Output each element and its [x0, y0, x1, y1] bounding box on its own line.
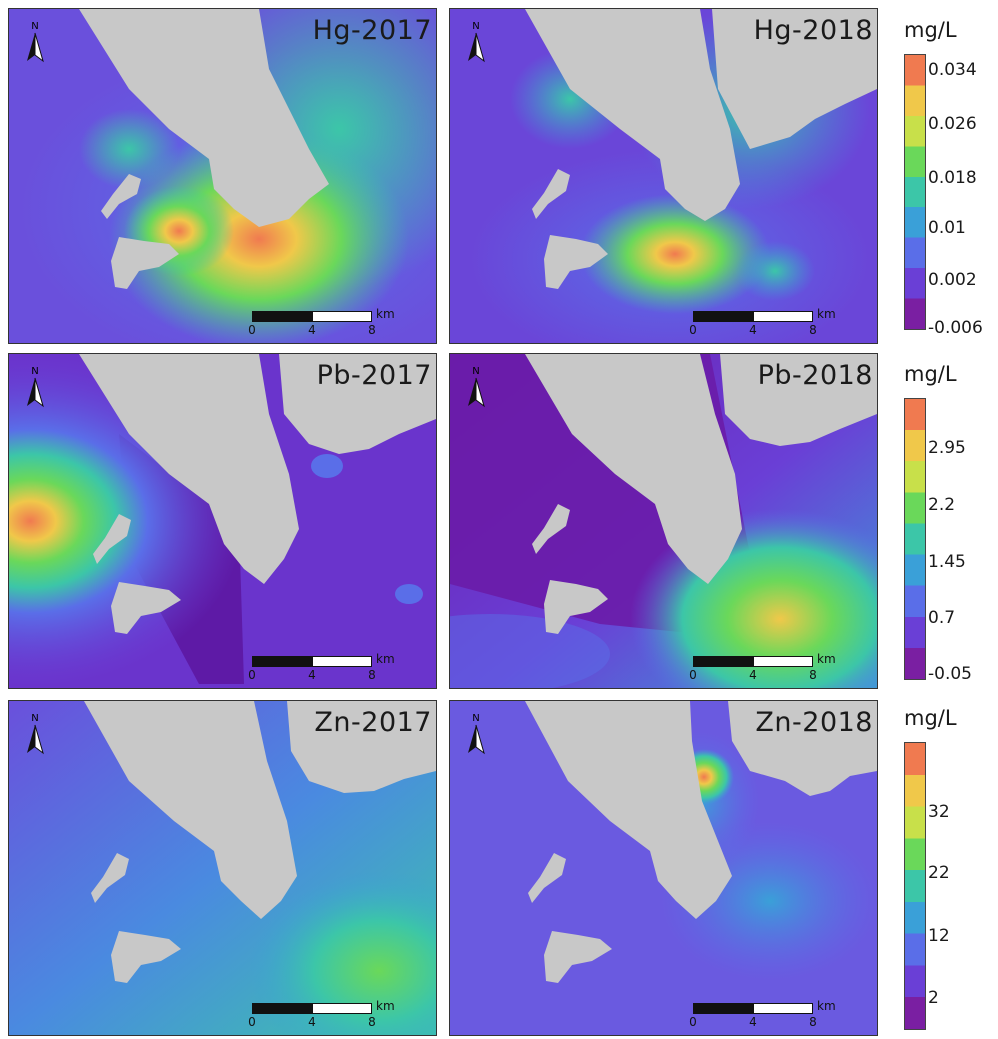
- svg-text:N: N: [472, 713, 479, 724]
- panel-title: Zn-2017: [314, 707, 432, 738]
- island: [532, 504, 570, 554]
- land-mass: [279, 354, 436, 454]
- legend-unit: mg/L: [904, 706, 957, 730]
- panel-title: Pb-2018: [757, 360, 873, 391]
- color-ramp: [904, 54, 926, 330]
- island: [544, 931, 612, 983]
- panel-title: Hg-2018: [753, 15, 873, 46]
- map-panel-zn-2018: Zn-2018 N 0 4 8 km: [449, 700, 878, 1036]
- land-mass: [525, 701, 732, 919]
- scale-bar: 0 4 8 km: [248, 307, 395, 337]
- legend-zn: mg/L 32 22 12 2: [900, 706, 998, 1031]
- legend-label: 2.2: [928, 495, 956, 515]
- legend-label: 0.002: [928, 270, 977, 290]
- legend-label: 0.034: [928, 60, 977, 80]
- panel-title: Zn-2018: [755, 707, 873, 738]
- island: [544, 235, 608, 289]
- color-ramp: [904, 398, 926, 680]
- scale-bar: 0 4 8 km: [689, 652, 836, 682]
- map-panel-hg-2017: Hg-2017 N 0 4 8 km: [8, 8, 437, 344]
- scale-bar: 0 4 8 km: [689, 307, 836, 337]
- legend-label: 32: [928, 802, 950, 822]
- island: [111, 237, 179, 289]
- scale-bar: 0 4 8 km: [248, 999, 395, 1029]
- legend-pb: mg/L 2.95 2.2 1.45 0.7 -0.05: [900, 362, 998, 684]
- north-arrow-icon: N: [468, 21, 485, 63]
- island: [544, 580, 608, 634]
- concentration-surface: [450, 354, 877, 688]
- legend-label: 0.7: [928, 608, 956, 628]
- island: [93, 514, 131, 564]
- island: [111, 931, 181, 983]
- concentration-surface: [9, 354, 436, 688]
- svg-text:N: N: [31, 713, 38, 724]
- concentration-surface: [450, 701, 877, 1035]
- land-mass: [79, 354, 299, 584]
- north-arrow-icon: N: [27, 366, 44, 408]
- svg-text:N: N: [31, 366, 38, 377]
- svg-text:N: N: [472, 366, 479, 377]
- map-panel-hg-2018: Hg-2018 N 0 4 8 km: [449, 8, 878, 344]
- legend-label: 12: [928, 926, 950, 946]
- legend-hg: mg/L 0.034 0.026 0.018 0.01 0.002 -0.006: [900, 18, 998, 338]
- land-mass: [720, 354, 877, 446]
- concentration-surface: [450, 9, 877, 343]
- legend-label: -0.05: [928, 664, 972, 684]
- scale-bar: 0 4 8 km: [248, 652, 395, 682]
- legend-label: 0.018: [928, 168, 977, 188]
- svg-text:N: N: [31, 21, 38, 32]
- land-mass: [712, 9, 877, 149]
- north-arrow-icon: N: [27, 713, 44, 755]
- panel-title: Pb-2017: [316, 360, 432, 391]
- land-mass: [525, 354, 742, 584]
- concentration-surface: [9, 701, 436, 1035]
- map-panel-pb-2018: Pb-2018 N 0 4 8 km: [449, 353, 878, 689]
- land-mass: [287, 701, 436, 793]
- legend-label: 1.45: [928, 552, 966, 572]
- land-mass: [84, 701, 297, 919]
- map-panel-zn-2017: Zn-2017 N 0 4 8 km: [8, 700, 437, 1036]
- island: [532, 169, 570, 219]
- color-ramp: [904, 742, 926, 1030]
- svg-text:N: N: [472, 21, 479, 32]
- island: [528, 853, 566, 903]
- island: [101, 174, 141, 219]
- map-panel-pb-2017: Pb-2017 N 0 4 8 km: [8, 353, 437, 689]
- north-arrow-icon: N: [468, 366, 485, 408]
- concentration-surface: [9, 9, 436, 343]
- island: [91, 853, 129, 903]
- island: [111, 582, 181, 634]
- legend-unit: mg/L: [904, 362, 957, 386]
- panel-title: Hg-2017: [312, 15, 432, 46]
- legend-label: 2: [928, 988, 939, 1008]
- land-mass: [728, 701, 877, 796]
- legend-label: 0.026: [928, 114, 977, 134]
- legend-label: 22: [928, 863, 950, 883]
- legend-label: 2.95: [928, 438, 966, 458]
- land-mass: [525, 9, 740, 221]
- north-arrow-icon: N: [27, 21, 44, 63]
- scale-bar: 0 4 8 km: [689, 999, 836, 1029]
- land-mass: [79, 9, 329, 227]
- legend-label: 0.01: [928, 218, 966, 238]
- legend-unit: mg/L: [904, 18, 957, 42]
- legend-label: -0.006: [928, 318, 983, 338]
- north-arrow-icon: N: [468, 713, 485, 755]
